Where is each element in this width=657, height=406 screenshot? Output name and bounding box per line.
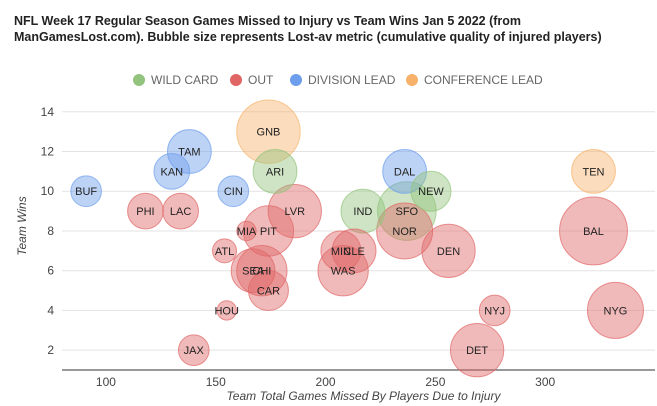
bubble-lac — [162, 192, 199, 230]
legend-swatch — [406, 74, 418, 86]
bubble-nor — [376, 202, 434, 260]
y-tick-label: 14 — [41, 105, 55, 119]
bubble-label: NYG — [604, 305, 628, 317]
bubble-pit — [242, 205, 295, 257]
bubble-label: MIA — [237, 226, 257, 238]
bubble-phi — [127, 192, 164, 230]
bubble-ind — [340, 188, 386, 234]
bubble-label: BUF — [75, 186, 97, 198]
chart-title: NFL Week 17 Regular Season Games Missed … — [14, 14, 602, 44]
x-tick-label: 300 — [535, 375, 555, 389]
bubble-ari — [252, 148, 298, 194]
bubble-label: MIN — [331, 246, 351, 258]
bubble-new — [410, 170, 452, 212]
legend-item: OUT — [230, 73, 274, 87]
bubble-sfo — [377, 181, 437, 241]
bubble-hou — [216, 300, 237, 321]
y-tick-label: 12 — [41, 145, 55, 159]
bubble-gnb — [236, 99, 301, 164]
bubble-det — [449, 323, 505, 378]
bubble-car — [247, 270, 289, 312]
bubble-label: ARI — [266, 166, 284, 178]
y-axis-ticks: 2 4 6 8 10 12 14 — [41, 105, 55, 357]
legend: WILD CARD OUT DIVISION LEAD CONFERENCE LEAD — [133, 73, 543, 87]
bubble-cin — [217, 175, 250, 208]
x-tick-label: 150 — [206, 375, 226, 389]
bubble-label: KAN — [161, 166, 184, 178]
legend-label: OUT — [248, 73, 274, 87]
legend-label: WILD CARD — [151, 73, 219, 87]
bubble-jax — [177, 334, 210, 366]
y-tick-label: 6 — [47, 264, 54, 278]
bubble-label: ATL — [215, 246, 234, 258]
legend-item: WILD CARD — [133, 73, 219, 87]
y-tick-label: 4 — [47, 303, 54, 317]
bubble-label: SEA — [242, 266, 265, 278]
bubble-label: TEN — [583, 166, 605, 178]
bubble-label: CAR — [257, 286, 280, 298]
bubble-label: DEN — [437, 246, 460, 258]
bubble-label: CIN — [224, 186, 243, 198]
x-tick-label: 200 — [316, 375, 336, 389]
bubble-label: DET — [466, 345, 488, 357]
bubble-lvr — [267, 183, 322, 239]
bubble-label: NYJ — [484, 305, 505, 317]
bubble-label: DAL — [394, 166, 415, 178]
bubble-buf — [70, 175, 102, 208]
bubble-bal — [559, 196, 628, 266]
legend-item: DIVISION LEAD — [290, 73, 396, 87]
legend-swatch — [230, 74, 242, 86]
bubble-labels: BUF KAN TAM CIN DAL GNB TEN ARI IND SFO NEW PHI LAC M… — [75, 127, 627, 357]
bubble-label: BAL — [583, 226, 604, 238]
bubble-label: SFO — [396, 206, 419, 218]
y-tick-label: 10 — [41, 184, 55, 198]
bubble-label: IND — [353, 206, 372, 218]
bubble-label: JAX — [184, 345, 205, 357]
legend-swatch — [290, 74, 302, 86]
bubble-cle — [331, 228, 377, 274]
bubble-label: PIT — [260, 226, 277, 238]
bubble-label: WAS — [331, 266, 356, 278]
y-tick-label: 8 — [47, 224, 54, 238]
bubble-label: CHI — [252, 266, 271, 278]
bubble-nyg — [586, 281, 644, 339]
bubble-label: GNB — [257, 127, 281, 139]
legend-item: CONFERENCE LEAD — [406, 73, 543, 87]
legend-swatch — [133, 74, 145, 86]
bubble-label: TAM — [178, 147, 200, 159]
bubble-mia — [236, 220, 257, 242]
bubble-nyj — [478, 294, 511, 327]
bubble-label: CLE — [343, 246, 364, 258]
bubble-den — [421, 223, 476, 278]
bubble-label: PHI — [136, 206, 154, 218]
bubble-label: LVR — [285, 206, 306, 218]
x-axis-label: Team Total Games Missed By Players Due t… — [227, 389, 502, 403]
bubbles — [70, 99, 644, 378]
bubble-chi — [236, 245, 288, 297]
legend-label: DIVISION LEAD — [308, 73, 396, 87]
x-tick-label: 100 — [96, 375, 116, 389]
bubble-label: NEW — [418, 186, 444, 198]
y-axis-label: Team Wins — [15, 196, 29, 255]
y-tick-label: 2 — [47, 343, 54, 357]
bubble-atl — [212, 238, 238, 264]
x-tick-label: 250 — [425, 375, 445, 389]
bubble-ten — [571, 148, 616, 194]
grid-lines — [62, 111, 655, 371]
bubble-label: NOR — [392, 226, 417, 238]
x-axis-ticks: 100 150 200 250 300 — [96, 375, 556, 389]
bubble-min — [320, 230, 362, 272]
bubble-label: LAC — [170, 206, 191, 218]
legend-label: CONFERENCE LEAD — [424, 73, 543, 87]
bubble-kan — [153, 153, 191, 190]
bubble-label: HOU — [214, 305, 239, 317]
bubble-sea — [230, 248, 276, 294]
